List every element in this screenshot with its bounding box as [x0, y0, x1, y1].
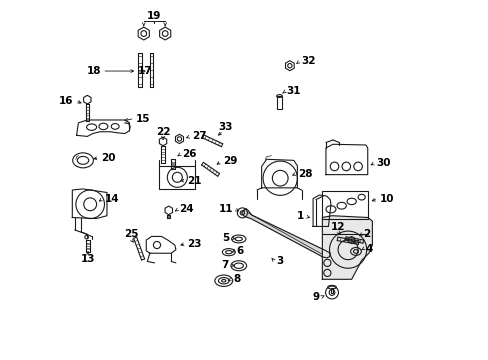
Text: 10: 10: [379, 194, 393, 203]
Text: 21: 21: [187, 176, 202, 186]
Text: 20: 20: [101, 153, 115, 163]
Text: 5: 5: [222, 233, 229, 243]
Text: 24: 24: [179, 204, 194, 214]
Circle shape: [162, 31, 168, 36]
Text: 8: 8: [233, 274, 240, 284]
Text: 12: 12: [330, 222, 345, 232]
Circle shape: [141, 31, 146, 36]
Text: 14: 14: [104, 194, 119, 203]
Text: 17: 17: [137, 66, 152, 76]
Text: 4: 4: [365, 244, 372, 253]
Text: 23: 23: [187, 239, 202, 249]
Text: 6: 6: [236, 246, 244, 256]
Polygon shape: [322, 216, 372, 279]
Text: 3: 3: [276, 256, 284, 266]
Circle shape: [287, 64, 291, 68]
Text: 28: 28: [298, 168, 312, 179]
Text: 16: 16: [59, 96, 74, 106]
Bar: [330, 288, 333, 293]
Circle shape: [177, 137, 181, 141]
Bar: [276, 96, 282, 109]
Text: 25: 25: [123, 229, 138, 239]
Text: 19: 19: [147, 12, 162, 21]
Text: 11: 11: [219, 204, 233, 214]
Text: 18: 18: [86, 66, 101, 76]
Bar: [159, 166, 195, 189]
Text: 26: 26: [182, 149, 196, 159]
Text: 13: 13: [81, 254, 95, 264]
Text: 1: 1: [297, 211, 304, 221]
Polygon shape: [241, 208, 329, 258]
Text: 33: 33: [218, 122, 233, 132]
Text: 15: 15: [135, 113, 150, 123]
Text: 27: 27: [191, 131, 206, 141]
Text: 31: 31: [286, 86, 301, 96]
Text: 30: 30: [376, 158, 390, 168]
Text: 32: 32: [300, 57, 315, 66]
Text: 2: 2: [363, 229, 369, 239]
Text: 7: 7: [221, 260, 228, 270]
Text: 9: 9: [312, 292, 319, 302]
Text: 22: 22: [156, 127, 170, 137]
Text: 29: 29: [223, 157, 237, 166]
